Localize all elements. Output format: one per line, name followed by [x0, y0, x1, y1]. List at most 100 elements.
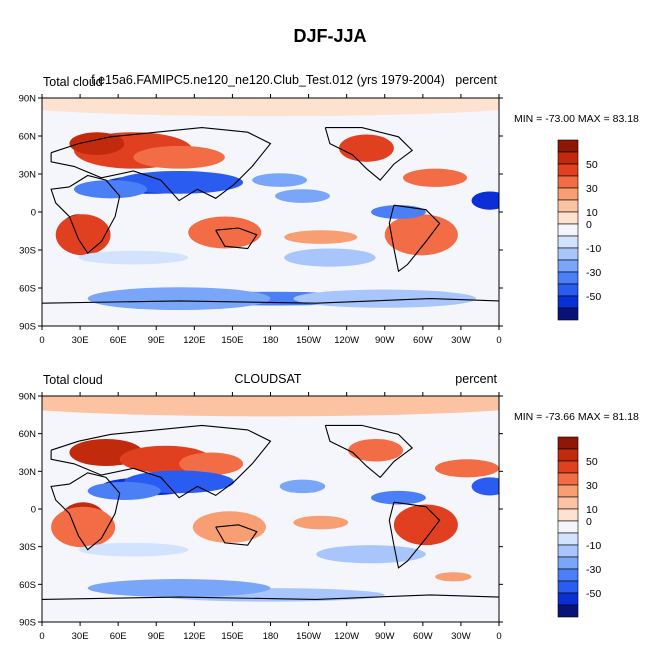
- cloud-anomaly-region: [471, 477, 499, 496]
- colorbar-swatch: [557, 199, 579, 213]
- colorbar-label: -10: [586, 243, 601, 255]
- colorbar-swatch: [557, 163, 579, 177]
- colorbar-swatch: [557, 235, 579, 249]
- colorbar-swatch: [557, 307, 579, 321]
- panel-2-coastlines: [42, 424, 499, 600]
- panel-2-map: 0 30E 60E 90E 120E 150E 180 150W 120W 90W 60W 30W 09…: [19, 392, 503, 642]
- cloud-anomaly-region: [87, 481, 161, 500]
- cloud-anomaly-region: [293, 515, 349, 530]
- figure-title: DJF-JJA: [293, 26, 366, 46]
- y-tick-label: 90N: [19, 392, 37, 403]
- x-tick-label: 180: [263, 631, 279, 642]
- colorbar-label: 30: [586, 183, 598, 195]
- panel-1: Total cloud f.e15a6.FAMIPC5.ne120_ne120.…: [19, 73, 639, 346]
- cloud-anomaly-region: [339, 134, 394, 162]
- panel-1-colorbar: 50 30 100 -10 -30 -50: [557, 139, 601, 321]
- cloud-anomaly-region: [435, 459, 499, 478]
- y-tick-label: 0: [31, 505, 36, 516]
- panel-1-map: 0 30E 60E 90E 120E 150E 180 150W 120W 90W 60W 30W 09…: [19, 94, 503, 346]
- cloud-anomaly-region: [179, 452, 244, 476]
- colorbar-swatch: [557, 139, 579, 153]
- y-tick-label: 30S: [19, 542, 36, 553]
- cloud-anomaly-region: [42, 396, 499, 417]
- panel-1-right-label: percent: [455, 73, 497, 87]
- x-tick-label: 90E: [148, 335, 165, 346]
- y-tick-label: 90N: [19, 94, 37, 105]
- colorbar-swatch: [557, 604, 579, 618]
- colorbar-label: 0: [586, 219, 592, 231]
- colorbar-label: -50: [586, 291, 601, 303]
- colorbar-label: 50: [586, 159, 598, 171]
- coastline: [215, 227, 258, 250]
- x-tick-label: 180: [263, 335, 279, 346]
- colorbar-label: -10: [586, 540, 601, 552]
- cloud-anomaly-region: [252, 173, 308, 187]
- cloud-anomaly-region: [87, 287, 271, 311]
- colorbar-swatch: [557, 472, 579, 486]
- cloud-anomaly-region: [348, 438, 404, 462]
- panel-2-center-label: CLOUDSAT: [234, 372, 302, 386]
- x-tick-label: 150E: [221, 631, 243, 642]
- coastline: [50, 127, 272, 202]
- panel-2-colorbar: 50 30 100 -10 -30 -50: [557, 436, 601, 618]
- x-tick-label: 30E: [72, 335, 89, 346]
- colorbar-swatch: [557, 520, 579, 534]
- colorbar-label: 10: [586, 504, 598, 516]
- colorbar-swatch: [557, 211, 579, 225]
- x-tick-label: 150W: [296, 335, 321, 346]
- panel-1-ticks: 0 30E 60E 90E 120E 150E 180 150W 120W 90W 60W 30W 09…: [19, 94, 503, 346]
- cloud-anomaly-region: [284, 230, 358, 244]
- x-tick-label: 0: [39, 631, 44, 642]
- cloud-anomaly-region: [384, 214, 458, 256]
- cloud-anomaly-region: [471, 191, 499, 210]
- colorbar-swatch: [557, 592, 579, 606]
- coastline: [50, 174, 121, 254]
- x-tick-label: 30W: [451, 335, 471, 346]
- x-tick-label: 150E: [221, 335, 243, 346]
- x-tick-label: 150W: [296, 631, 321, 642]
- colorbar-swatch: [557, 484, 579, 498]
- y-tick-label: 60S: [19, 580, 36, 591]
- x-tick-label: 0: [496, 335, 501, 346]
- cloud-anomaly-region: [51, 506, 116, 548]
- y-tick-label: 60S: [19, 284, 36, 295]
- y-tick-label: 60N: [19, 132, 37, 143]
- colorbar-swatch: [557, 580, 579, 594]
- x-tick-label: 90W: [375, 335, 395, 346]
- cloud-anomaly-region: [69, 132, 125, 156]
- cloud-anomaly-region: [188, 216, 262, 249]
- colorbar-label: 0: [586, 516, 592, 528]
- cloud-anomaly-region: [403, 168, 468, 187]
- panel-2-ticks: 0 30E 60E 90E 120E 150E 180 150W 120W 90W 60W 30W 09…: [19, 392, 503, 642]
- colorbar-swatch: [557, 448, 579, 462]
- colorbar-swatch: [557, 283, 579, 297]
- coastline: [42, 594, 499, 600]
- cloud-anomaly-region: [78, 250, 189, 265]
- coastline: [42, 298, 499, 304]
- panel-1-center-label: f.e15a6.FAMIPC5.ne120_ne120.Club_Test.01…: [91, 73, 445, 87]
- x-tick-label: 60E: [110, 631, 127, 642]
- colorbar-swatch: [557, 247, 579, 261]
- coastline: [50, 424, 272, 499]
- colorbar-swatch: [557, 556, 579, 570]
- panel-2-min-max: MIN = -73.66 MAX = 81.18: [514, 411, 639, 423]
- coastline: [324, 424, 414, 479]
- y-tick-label: 30N: [19, 467, 37, 478]
- x-tick-label: 0: [39, 335, 44, 346]
- cloud-anomaly-region: [371, 490, 426, 505]
- coastline: [215, 524, 258, 546]
- y-tick-label: 60N: [19, 429, 37, 440]
- colorbar-swatch: [557, 259, 579, 273]
- x-tick-label: 120W: [334, 631, 359, 642]
- x-tick-label: 120W: [334, 335, 359, 346]
- colorbar-label: -30: [586, 564, 601, 576]
- colorbar-label: -50: [586, 588, 601, 600]
- cloud-anomaly-region: [293, 289, 477, 308]
- colorbar-swatch: [557, 295, 579, 309]
- cloud-anomaly-region: [275, 189, 330, 203]
- x-tick-label: 0: [496, 631, 501, 642]
- panel-2-right-label: percent: [455, 372, 497, 386]
- cloud-anomaly-region: [115, 170, 244, 194]
- x-tick-label: 90E: [148, 631, 165, 642]
